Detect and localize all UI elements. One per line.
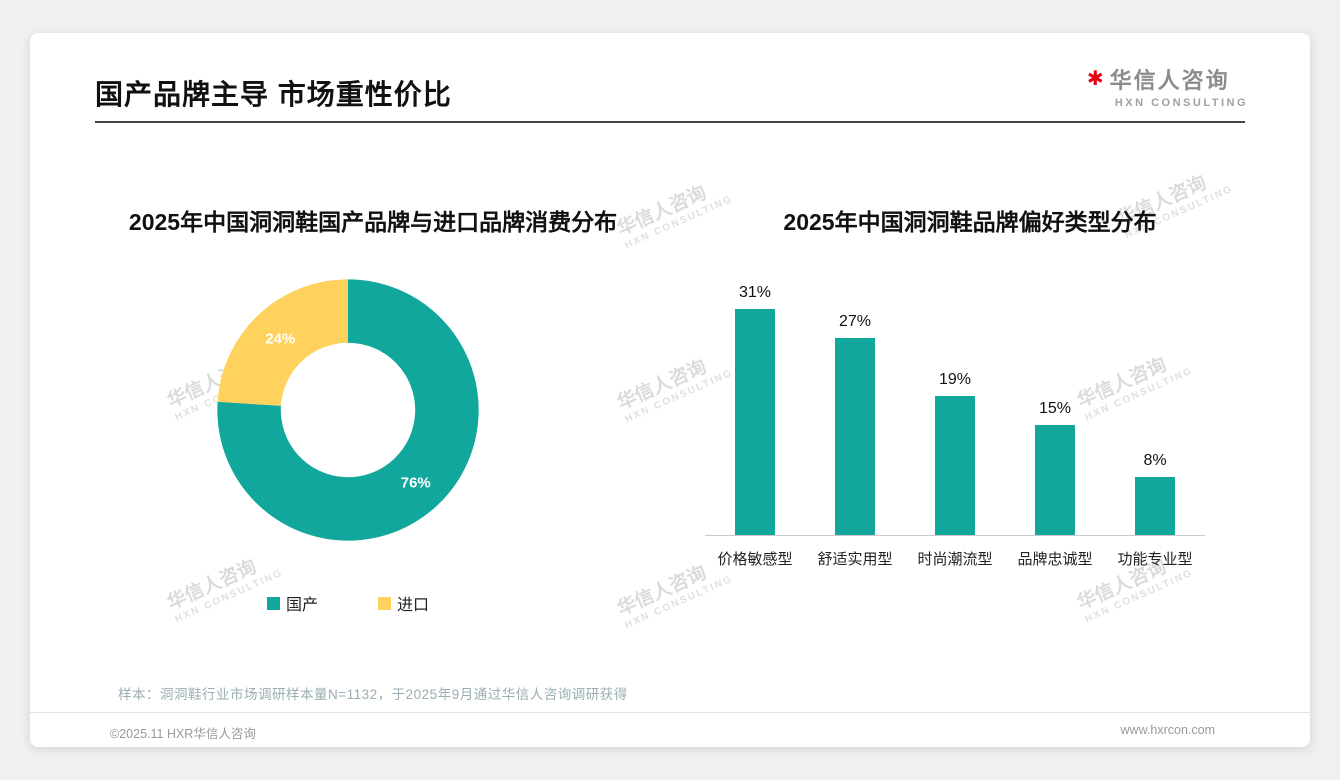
watermark-subtext: HXN CONSULTING bbox=[1083, 567, 1195, 626]
bar-slot: 15% bbox=[1005, 400, 1105, 535]
sample-note: 样本：洞洞鞋行业市场调研样本量N=1132，于2025年9月通过华信人咨询调研获… bbox=[118, 687, 628, 702]
donut-chart-svg: 76% 24% bbox=[217, 279, 479, 541]
legend-label: 国产 bbox=[285, 597, 318, 614]
bar-value-label: 27% bbox=[838, 313, 872, 330]
slide-card: 华信人咨询 HXN CONSULTING 华信人咨询 HXN CONSULTIN… bbox=[30, 33, 1310, 747]
bar-value-label: 15% bbox=[1038, 400, 1072, 417]
page-title: 国产品牌主导 市场重性价比 bbox=[95, 79, 452, 110]
donut-slice-国产 bbox=[217, 279, 479, 541]
bar-slot: 31% bbox=[705, 284, 805, 535]
title-underline bbox=[95, 121, 1245, 123]
donut-chart: 76% 24% bbox=[208, 270, 488, 550]
donut-value-label: 76% bbox=[401, 475, 431, 492]
legend-item-进口: 进口 bbox=[378, 591, 429, 615]
footer-website: www.hxrcon.com bbox=[1120, 723, 1215, 737]
bar-舒适实用型 bbox=[835, 338, 875, 535]
logo-asterisk-icon: ✱ bbox=[1086, 68, 1104, 90]
category-label: 品牌忠诚型 bbox=[1017, 551, 1093, 568]
donut-value-label: 24% bbox=[265, 330, 295, 347]
category-label: 价格敏感型 bbox=[717, 551, 793, 568]
bar-chart: 31% 27% 19% 15% 8% 价格敏感型 舒适实用型 时尚潮流型 品牌忠诚型 功能专业型 bbox=[705, 278, 1205, 569]
category-label: 时尚潮流型 bbox=[917, 551, 993, 568]
bar-品牌忠诚型 bbox=[1035, 425, 1075, 535]
bar-时尚潮流型 bbox=[935, 396, 975, 535]
donut-chart-title: 2025年中国洞洞鞋国产品牌与进口品牌消费分布 bbox=[128, 209, 618, 235]
legend-swatch bbox=[378, 596, 391, 610]
category-label: 舒适实用型 bbox=[817, 551, 893, 568]
company-logo: ✱ 华信人咨询 HXN CONSULTING bbox=[1087, 63, 1248, 109]
bar-价格敏感型 bbox=[735, 309, 775, 535]
donut-legend: 国产 进口 bbox=[208, 591, 488, 615]
logo-subtitle: HXN CONSULTING bbox=[1114, 97, 1248, 109]
legend-swatch bbox=[266, 596, 280, 610]
footer-divider bbox=[30, 712, 1310, 713]
logo-name: 华信人咨询 bbox=[1109, 68, 1230, 93]
legend-label: 进口 bbox=[397, 597, 430, 614]
bar-value-label: 19% bbox=[938, 371, 972, 388]
bar-value-label: 8% bbox=[1143, 452, 1167, 469]
bar-chart-plot-area: 31% 27% 19% 15% 8% bbox=[705, 278, 1205, 536]
bar-chart-category-axis: 价格敏感型 舒适实用型 时尚潮流型 品牌忠诚型 功能专业型 bbox=[705, 536, 1205, 569]
footer-copyright: ©2025.11 HXR华信人咨询 bbox=[110, 727, 256, 741]
bar-chart-title: 2025年中国洞洞鞋品牌偏好类型分布 bbox=[783, 209, 1157, 235]
bar-slot: 8% bbox=[1105, 452, 1205, 535]
bar-功能专业型 bbox=[1135, 477, 1175, 535]
bar-slot: 27% bbox=[805, 313, 905, 535]
bar-slot: 19% bbox=[905, 371, 1005, 535]
donut-slice-进口 bbox=[217, 279, 348, 406]
bar-value-label: 31% bbox=[738, 284, 772, 301]
legend-item-国产: 国产 bbox=[266, 591, 318, 615]
watermark-subtext: HXN CONSULTING bbox=[623, 573, 735, 632]
category-label: 功能专业型 bbox=[1117, 551, 1193, 568]
